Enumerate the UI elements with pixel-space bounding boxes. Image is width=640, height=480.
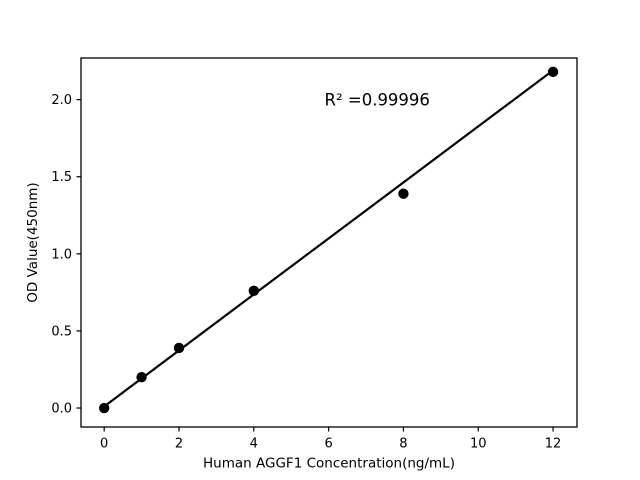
x-axis-label: Human AGGF1 Concentration(ng/mL) [203, 456, 455, 472]
y-axis-label: OD Value(450nm) [25, 182, 41, 302]
data-point [173, 342, 185, 354]
x-tick-label: 6 [324, 437, 332, 452]
x-tick-label: 10 [470, 437, 487, 452]
fit-line [103, 69, 555, 408]
y-tick-label: 1.0 [51, 247, 72, 262]
x-tick-label: 12 [545, 437, 562, 452]
x-tick-label: 2 [175, 437, 183, 452]
data-point [248, 285, 260, 297]
y-tick-label: 0.0 [51, 402, 72, 417]
data-point [136, 371, 147, 383]
data-point [398, 188, 409, 199]
y-tick-label: 2.0 [51, 93, 72, 108]
y-tick-label: 0.5 [51, 324, 72, 339]
plot-border [80, 57, 578, 428]
data-point [547, 66, 559, 78]
y-tick-label: 1.5 [51, 170, 72, 185]
x-tick-label: 0 [100, 437, 108, 452]
x-tick-label: 8 [399, 437, 407, 452]
data-point [98, 402, 110, 414]
r-squared-annotation: R² =0.99996 [325, 91, 430, 110]
x-tick-label: 4 [250, 437, 258, 452]
